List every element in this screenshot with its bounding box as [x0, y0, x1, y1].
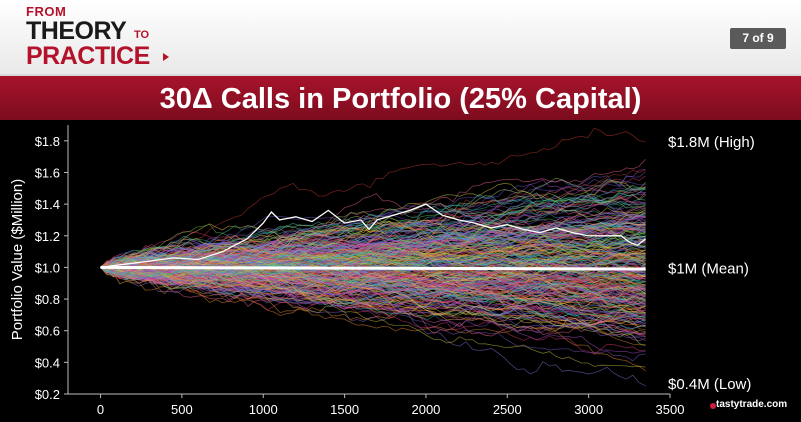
y-axis-label: Portfolio Value ($Million) [9, 179, 26, 340]
page-indicator: 7 of 9 [730, 28, 786, 49]
simulation-path [100, 229, 646, 271]
x-tick-label: 3000 [574, 402, 603, 417]
y-tick-label: $1.0 [35, 260, 60, 275]
chart-area: $0.2 $0.4 $0.6 $0.8 $1.0 $1.2 $1.4 $1.6 $1.8 0 500… [0, 120, 801, 422]
x-tick-label: 1000 [249, 402, 278, 417]
x-tick-label: 500 [171, 402, 193, 417]
simulation-path [100, 233, 646, 279]
simulation-path [100, 263, 646, 291]
brand-watermark: tastytrade.com [716, 399, 788, 410]
simulation-path [100, 263, 646, 322]
y-tick-label: $0.6 [35, 324, 60, 339]
x-tick-label: 0 [97, 402, 104, 417]
simulation-path [100, 265, 646, 316]
simulation-path [100, 263, 646, 325]
simulation-path [100, 260, 646, 325]
y-tick-label: $1.8 [35, 134, 60, 149]
simulation-path [100, 248, 646, 268]
y-tick-label: $0.4 [35, 355, 60, 370]
play-arrow-icon [163, 53, 169, 61]
simulation-path [100, 192, 646, 270]
simulation-path [100, 267, 646, 337]
logo-to-text: TO [134, 29, 150, 41]
x-tick-label: 2500 [493, 402, 522, 417]
monte-carlo-chart: $0.2 $0.4 $0.6 $0.8 $1.0 $1.2 $1.4 $1.6 $1.8 0 500… [9, 125, 755, 417]
x-tick-label: 2000 [411, 402, 440, 417]
slide-header: FROM THEORY TO PRACTICE 7 of 9 [0, 0, 801, 74]
simulation-path [100, 215, 646, 269]
simulation-path [100, 178, 646, 268]
y-tick-label: $0.2 [35, 387, 60, 402]
logo-theory-text: THEORY [26, 17, 127, 45]
simulation-path [100, 222, 646, 270]
simulation-path [100, 263, 646, 355]
annotation-label: $1M (Mean) [668, 260, 749, 277]
mean-line [100, 265, 646, 271]
simulation-path [100, 224, 646, 280]
simulation-path [100, 234, 646, 268]
y-tick-label: $1.4 [35, 197, 60, 212]
logo-from-text: FROM [26, 4, 67, 19]
simulation-path [100, 249, 646, 331]
simulation-path [100, 127, 646, 268]
annotation-label: $1.8M (High) [668, 134, 755, 151]
from-theory-to-practice-logo: FROM THEORY TO PRACTICE [26, 4, 196, 70]
y-tick-label: $1.2 [35, 229, 60, 244]
sample-path-line [100, 203, 647, 269]
simulation-path [100, 243, 646, 273]
simulation-path [100, 267, 646, 291]
simulation-path [100, 220, 646, 268]
tastytrade-logo-icon [710, 403, 716, 409]
y-tick-label: $1.6 [35, 165, 60, 180]
logo-practice-text: PRACTICE [26, 42, 150, 70]
simulation-path [100, 262, 646, 341]
x-tick-label: 3500 [656, 402, 685, 417]
x-tick-label: 1500 [330, 402, 359, 417]
simulation-path [100, 265, 646, 368]
simulation-path [100, 262, 646, 317]
simulation-path [100, 252, 646, 277]
simulation-path [100, 206, 646, 270]
slide-title: 30Δ Calls in Portfolio (25% Capital) [159, 83, 642, 115]
simulation-path [100, 240, 646, 276]
annotation-label: $0.4M (Low) [668, 376, 751, 393]
simulation-path [100, 250, 646, 268]
title-bar: 30Δ Calls in Portfolio (25% Capital) [0, 74, 801, 120]
simulation-path [100, 267, 646, 387]
y-tick-label: $0.8 [35, 292, 60, 307]
